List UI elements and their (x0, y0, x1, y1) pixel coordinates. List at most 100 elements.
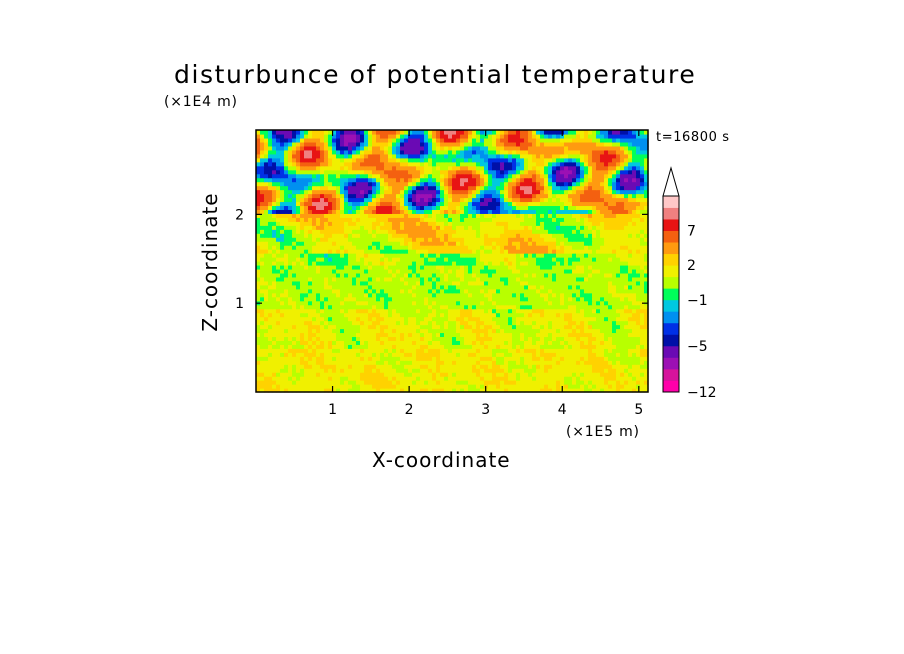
heatmap-cell (560, 348, 565, 353)
heatmap-cell (492, 193, 497, 199)
heatmap-cell (356, 344, 361, 349)
heatmap-cell (364, 261, 369, 266)
heatmap-cell (384, 268, 389, 274)
heatmap-cell (372, 264, 377, 270)
heatmap-cell (556, 201, 561, 207)
heatmap-cell (276, 264, 281, 270)
heatmap-cell (288, 308, 293, 314)
heatmap-cell (464, 360, 469, 365)
heatmap-cell (412, 304, 417, 310)
heatmap-cell (412, 257, 417, 262)
heatmap-cell (604, 328, 609, 334)
heatmap-cell (628, 376, 633, 381)
heatmap-cell (628, 356, 633, 361)
heatmap-cell (272, 308, 277, 314)
heatmap-cell (612, 388, 617, 393)
heatmap-cell (520, 272, 525, 278)
heatmap-cell (552, 328, 557, 334)
heatmap-cell (496, 328, 501, 334)
heatmap-cell (396, 276, 401, 282)
heatmap-cell (556, 380, 561, 385)
heatmap-cell (568, 189, 573, 195)
heatmap-cell (564, 320, 569, 326)
heatmap-cell (320, 360, 325, 365)
heatmap-cell (604, 249, 609, 254)
heatmap-cell (520, 257, 525, 262)
heatmap-cell (600, 245, 605, 250)
heatmap-cell (436, 189, 441, 195)
heatmap-cell (392, 213, 397, 218)
heatmap-cell (336, 324, 341, 330)
heatmap-cell (628, 296, 633, 302)
heatmap-cell (360, 264, 365, 270)
heatmap-cell (344, 221, 349, 226)
heatmap-cell (584, 284, 589, 290)
heatmap-cell (404, 368, 409, 373)
heatmap-cell (436, 388, 441, 393)
heatmap-cell (528, 241, 533, 246)
heatmap-cell (596, 284, 601, 290)
heatmap-cell (540, 348, 545, 353)
heatmap-cell (396, 336, 401, 341)
heatmap-cell (364, 217, 369, 222)
heatmap-cell (336, 352, 341, 357)
heatmap-cell (384, 205, 389, 210)
heatmap-cell (480, 328, 485, 334)
heatmap-cell (644, 253, 649, 258)
heatmap-cell (260, 264, 265, 270)
heatmap-cell (344, 272, 349, 278)
heatmap-cell (544, 292, 549, 298)
heatmap-cell (556, 312, 561, 318)
heatmap-cell (592, 209, 597, 214)
heatmap-cell (304, 384, 309, 389)
heatmap-cell (428, 288, 433, 294)
heatmap-cell (492, 312, 497, 318)
heatmap-cell (500, 324, 505, 330)
heatmap-cell (612, 197, 617, 203)
heatmap-cell (368, 237, 373, 242)
heatmap-cell (604, 221, 609, 226)
heatmap-cell (372, 356, 377, 361)
heatmap-cell (420, 368, 425, 373)
heatmap-cell (328, 280, 333, 286)
heatmap-cell (556, 388, 561, 393)
heatmap-cell (552, 257, 557, 262)
heatmap-cell (296, 308, 301, 314)
heatmap-cell (500, 336, 505, 341)
heatmap-cell (424, 193, 429, 199)
heatmap-cell (436, 368, 441, 373)
heatmap-cell (380, 308, 385, 314)
heatmap-cell (420, 241, 425, 246)
heatmap-cell (420, 348, 425, 353)
heatmap-cell (488, 233, 493, 238)
heatmap-cell (628, 261, 633, 266)
heatmap-cell (612, 384, 617, 389)
heatmap-cell (532, 292, 537, 298)
heatmap-cell (640, 205, 645, 210)
heatmap-cell (488, 380, 493, 385)
heatmap-cell (424, 372, 429, 377)
heatmap-cell (428, 205, 433, 210)
heatmap-cell (388, 245, 393, 250)
heatmap-cell (444, 213, 449, 218)
heatmap-cell (324, 209, 329, 214)
heatmap-cell (548, 268, 553, 274)
heatmap-cell (400, 193, 405, 199)
heatmap-cell (608, 356, 613, 361)
heatmap-cell (424, 205, 429, 210)
heatmap-cell (436, 201, 441, 207)
heatmap-cell (464, 372, 469, 377)
heatmap-cell (312, 261, 317, 266)
heatmap-cell (360, 193, 365, 199)
heatmap-cell (368, 364, 373, 369)
heatmap-cell (396, 280, 401, 286)
heatmap-cell (604, 384, 609, 389)
heatmap-cell (472, 276, 477, 282)
heatmap-cell (428, 300, 433, 306)
heatmap-cell (540, 213, 545, 218)
heatmap-cell (292, 324, 297, 330)
heatmap-cell (576, 332, 581, 338)
heatmap-cell (376, 237, 381, 242)
heatmap-cell (544, 328, 549, 334)
heatmap-cell (256, 360, 261, 365)
